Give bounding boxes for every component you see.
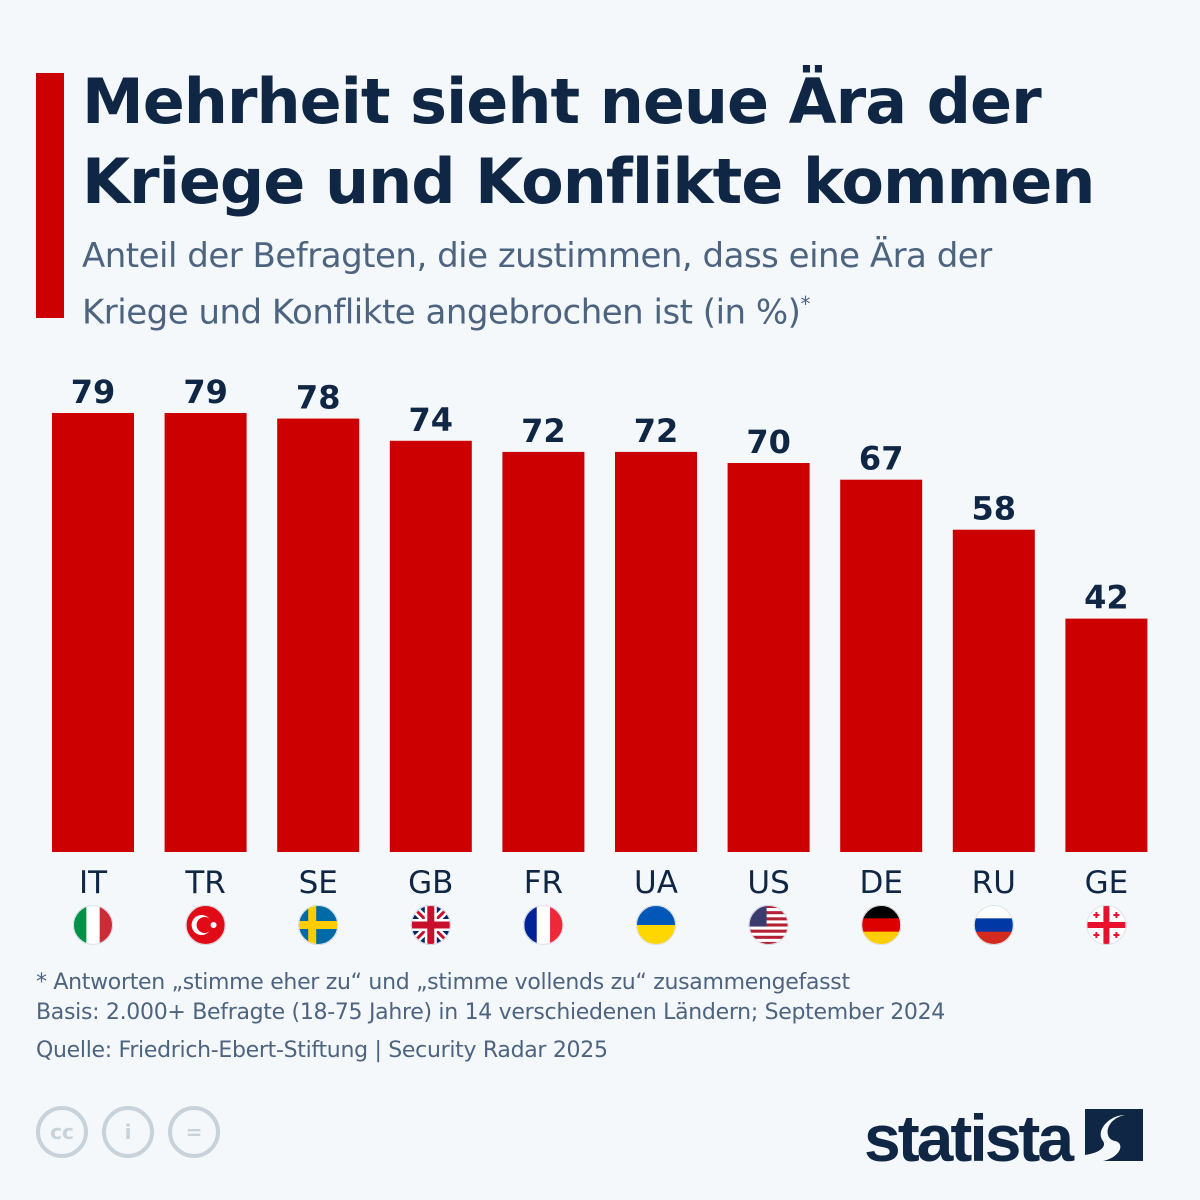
value-label: 67 (859, 440, 904, 478)
bar-UA (615, 451, 697, 852)
chart-subtitle: Anteil der Befragten, die zustimmen, das… (82, 232, 1022, 336)
category-label: TR (184, 865, 225, 901)
category-label: DE (859, 865, 902, 901)
subtitle-footnote-mark: * (800, 292, 810, 316)
bar-chart: 79 IT 79 TR 78 SE 74 GB 72 FR 72 UA 70 US 67 DE 58 RU 42 GE (52, 373, 1148, 945)
category-label: SE (299, 865, 338, 901)
category-label: UA (634, 865, 678, 901)
value-label: 78 (296, 379, 341, 417)
georgia-flag-icon (1086, 905, 1127, 945)
uk-flag-icon (410, 905, 451, 945)
category-label: GE (1085, 865, 1129, 901)
category-label: IT (79, 865, 108, 901)
cc-icon[interactable]: cc (36, 1106, 88, 1158)
usa-flag-icon (748, 905, 789, 945)
attribution-icon[interactable]: i (102, 1106, 154, 1158)
logo-text: statista (864, 1101, 1074, 1175)
chart-title: Mehrheit sieht neue Ära der Kriege und K… (82, 65, 1095, 218)
statista-mark-icon (1085, 1109, 1144, 1167)
basis-note: Basis: 2.000+ Befragte (18-75 Jahre) in … (36, 1000, 946, 1025)
russia-flag-icon (973, 905, 1014, 945)
bar-FR (502, 451, 585, 852)
no-derivatives-icon[interactable]: = (168, 1106, 220, 1158)
category-label: GB (408, 865, 453, 901)
sweden-flag-icon (298, 905, 339, 945)
title-accent-bar (36, 73, 64, 318)
value-label: 58 (972, 490, 1017, 528)
bar-TR (164, 413, 247, 852)
france-flag-icon (523, 905, 564, 945)
category-label: FR (524, 865, 563, 901)
value-label: 74 (409, 401, 454, 439)
bar-GE (1065, 618, 1148, 852)
value-label: 72 (521, 412, 566, 450)
statista-logo[interactable]: statista (864, 1100, 1144, 1176)
value-label: 70 (746, 423, 791, 461)
category-label: RU (972, 865, 1016, 901)
bar-US (727, 463, 810, 852)
bar-GB (389, 440, 472, 852)
category-label: US (747, 865, 789, 901)
subtitle-text: Anteil der Befragten, die zustimmen, das… (82, 236, 992, 333)
value-label: 79 (183, 373, 228, 411)
germany-flag-icon (861, 905, 902, 945)
value-label: 42 (1084, 579, 1129, 617)
bar-SE (277, 418, 360, 852)
italy-flag-icon (73, 905, 113, 945)
value-label: 79 (71, 373, 116, 411)
footnotes: * Antworten „stimme eher zu“ und „stimme… (36, 968, 945, 1066)
footnote: * Antworten „stimme eher zu“ und „stimme… (36, 970, 850, 995)
source-note: Quelle: Friedrich-Ebert-Stiftung | Secur… (36, 1038, 608, 1063)
bar-IT (52, 413, 134, 852)
bar-RU (952, 529, 1035, 852)
ukraine-flag-icon (636, 905, 676, 945)
bar-DE (840, 479, 923, 852)
value-label: 72 (634, 412, 679, 450)
turkey-flag-icon (185, 905, 226, 945)
license-icons: cc i = (36, 1106, 220, 1158)
